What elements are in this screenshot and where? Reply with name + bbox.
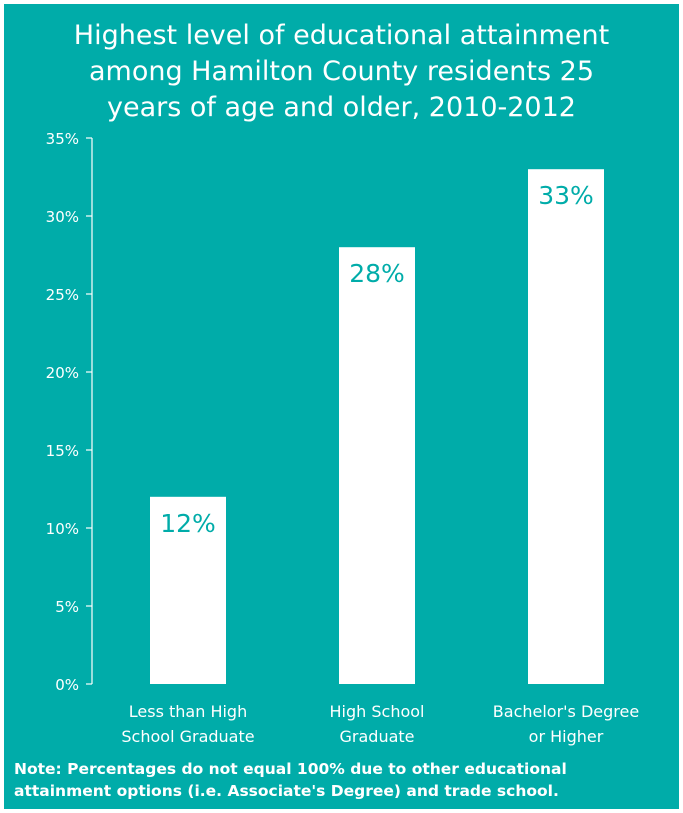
y-tick-label-7: 35% <box>46 130 79 148</box>
note-line-1: Note: Percentages do not equal 100% due … <box>14 760 567 778</box>
chart-title-line-1: Highest level of educational attainment <box>73 20 610 51</box>
chart-note: Note: Percentages do not equal 100% due … <box>14 758 679 802</box>
category-label-1-1: Graduate <box>340 727 415 746</box>
bar-1 <box>339 247 415 684</box>
y-tick-label-6: 30% <box>46 208 79 226</box>
bar-chart: 0% 5% 10% 15% 20% 25% 30% 35% 12% Less than High S… <box>46 130 640 746</box>
chart-title: Highest level of educational attainment … <box>14 18 669 126</box>
note-line-2: attainment options (i.e. Associate's Deg… <box>14 782 559 800</box>
category-label-2-1: or Higher <box>529 727 604 746</box>
y-tick-label-3: 15% <box>46 442 79 460</box>
bar-2 <box>528 169 604 684</box>
data-label-1: 28% <box>349 259 405 288</box>
data-label-0: 12% <box>160 509 216 538</box>
chart-title-line-3: years of age and older, 2010-2012 <box>107 92 576 123</box>
bar-0 <box>150 496 226 684</box>
chart-frame: Highest level of educational attainment … <box>4 4 679 809</box>
y-tick-label-2: 10% <box>46 520 79 538</box>
data-label-2: 33% <box>538 181 594 210</box>
category-label-0-1: School Graduate <box>121 727 254 746</box>
y-tick-label-1: 5% <box>55 598 79 616</box>
category-label-0-0: Less than High <box>129 702 247 721</box>
y-tick-label-5: 25% <box>46 286 79 304</box>
y-tick-label-0: 0% <box>55 676 79 694</box>
chart-title-line-2: among Hamilton County residents 25 <box>88 56 595 87</box>
category-label-1-0: High School <box>330 702 425 721</box>
y-tick-label-4: 20% <box>46 364 79 382</box>
category-label-2-0: Bachelor's Degree <box>493 702 639 721</box>
